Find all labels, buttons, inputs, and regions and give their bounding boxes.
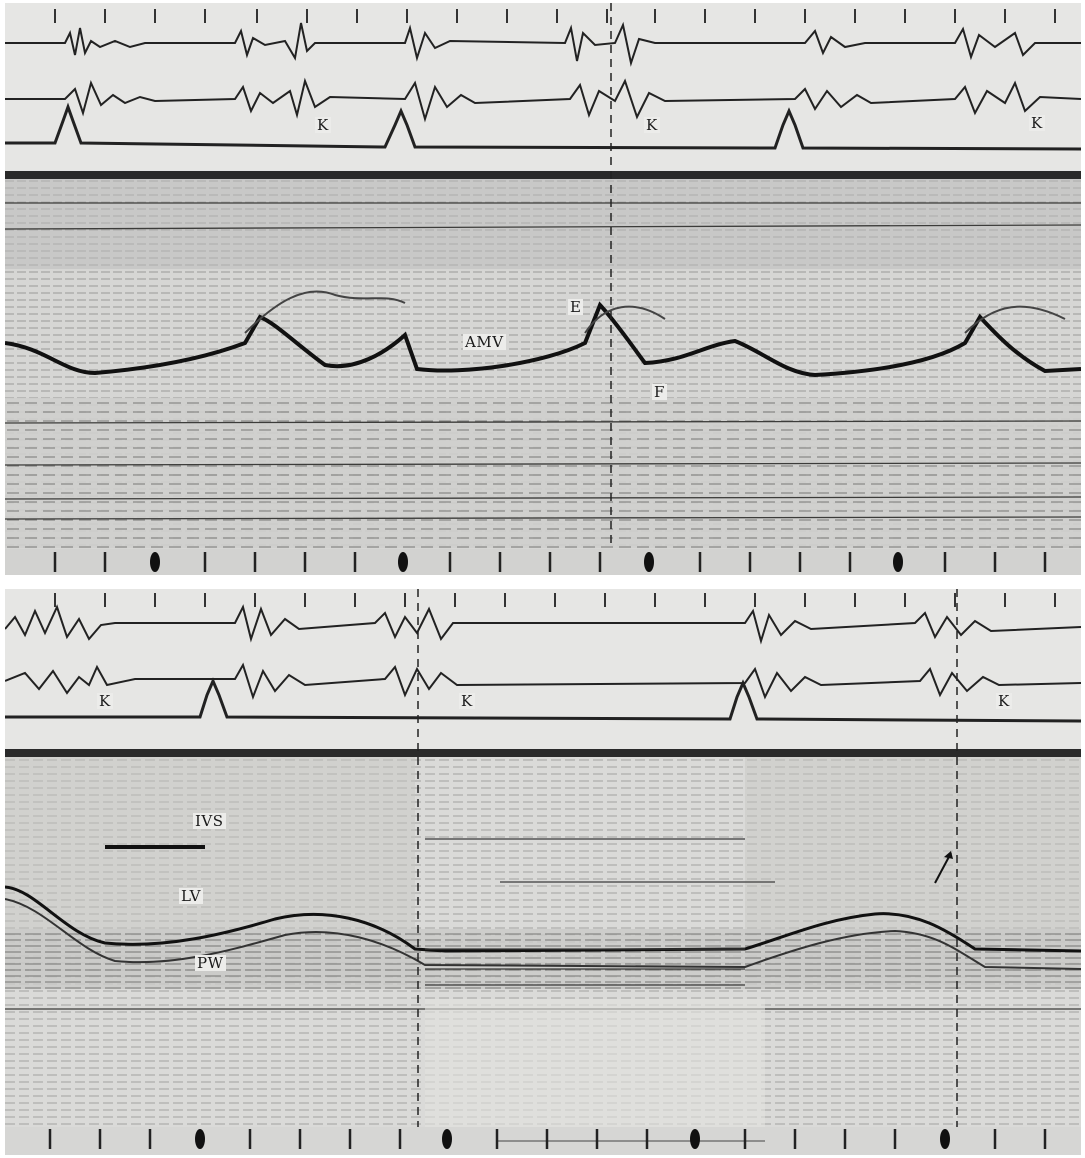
k-label-2: K [459, 692, 475, 710]
top-timing-ticks [54, 9, 1056, 23]
arrow-up-right-icon [934, 851, 953, 884]
top-panel: K K K AMV E F [5, 3, 1081, 575]
bottom-panel: K K K IVS LV PW [5, 589, 1081, 1155]
top-panel-image [5, 3, 1081, 575]
ecg-trace-1 [5, 21, 1081, 67]
ivs-label: IVS [193, 812, 226, 830]
k-label-3: K [996, 692, 1012, 710]
e-point-label: E [568, 298, 584, 316]
echo-bands [5, 202, 1081, 520]
bottom-timing-ticks [53, 552, 1047, 572]
ecg-trace-2 [5, 77, 1081, 123]
lv-label: LV [179, 887, 204, 905]
bottom-panel-image [5, 589, 1081, 1155]
k-label-1: K [97, 692, 113, 710]
k-label-2: K [644, 116, 660, 134]
amv-echo-trace [5, 301, 1081, 378]
pulse-trace [5, 102, 1081, 151]
k-label-1: K [315, 116, 331, 134]
f-point-label: F [652, 383, 667, 401]
amv-label: AMV [463, 333, 506, 351]
pw-label: PW [195, 954, 226, 972]
k-label-3: K [1029, 114, 1045, 132]
